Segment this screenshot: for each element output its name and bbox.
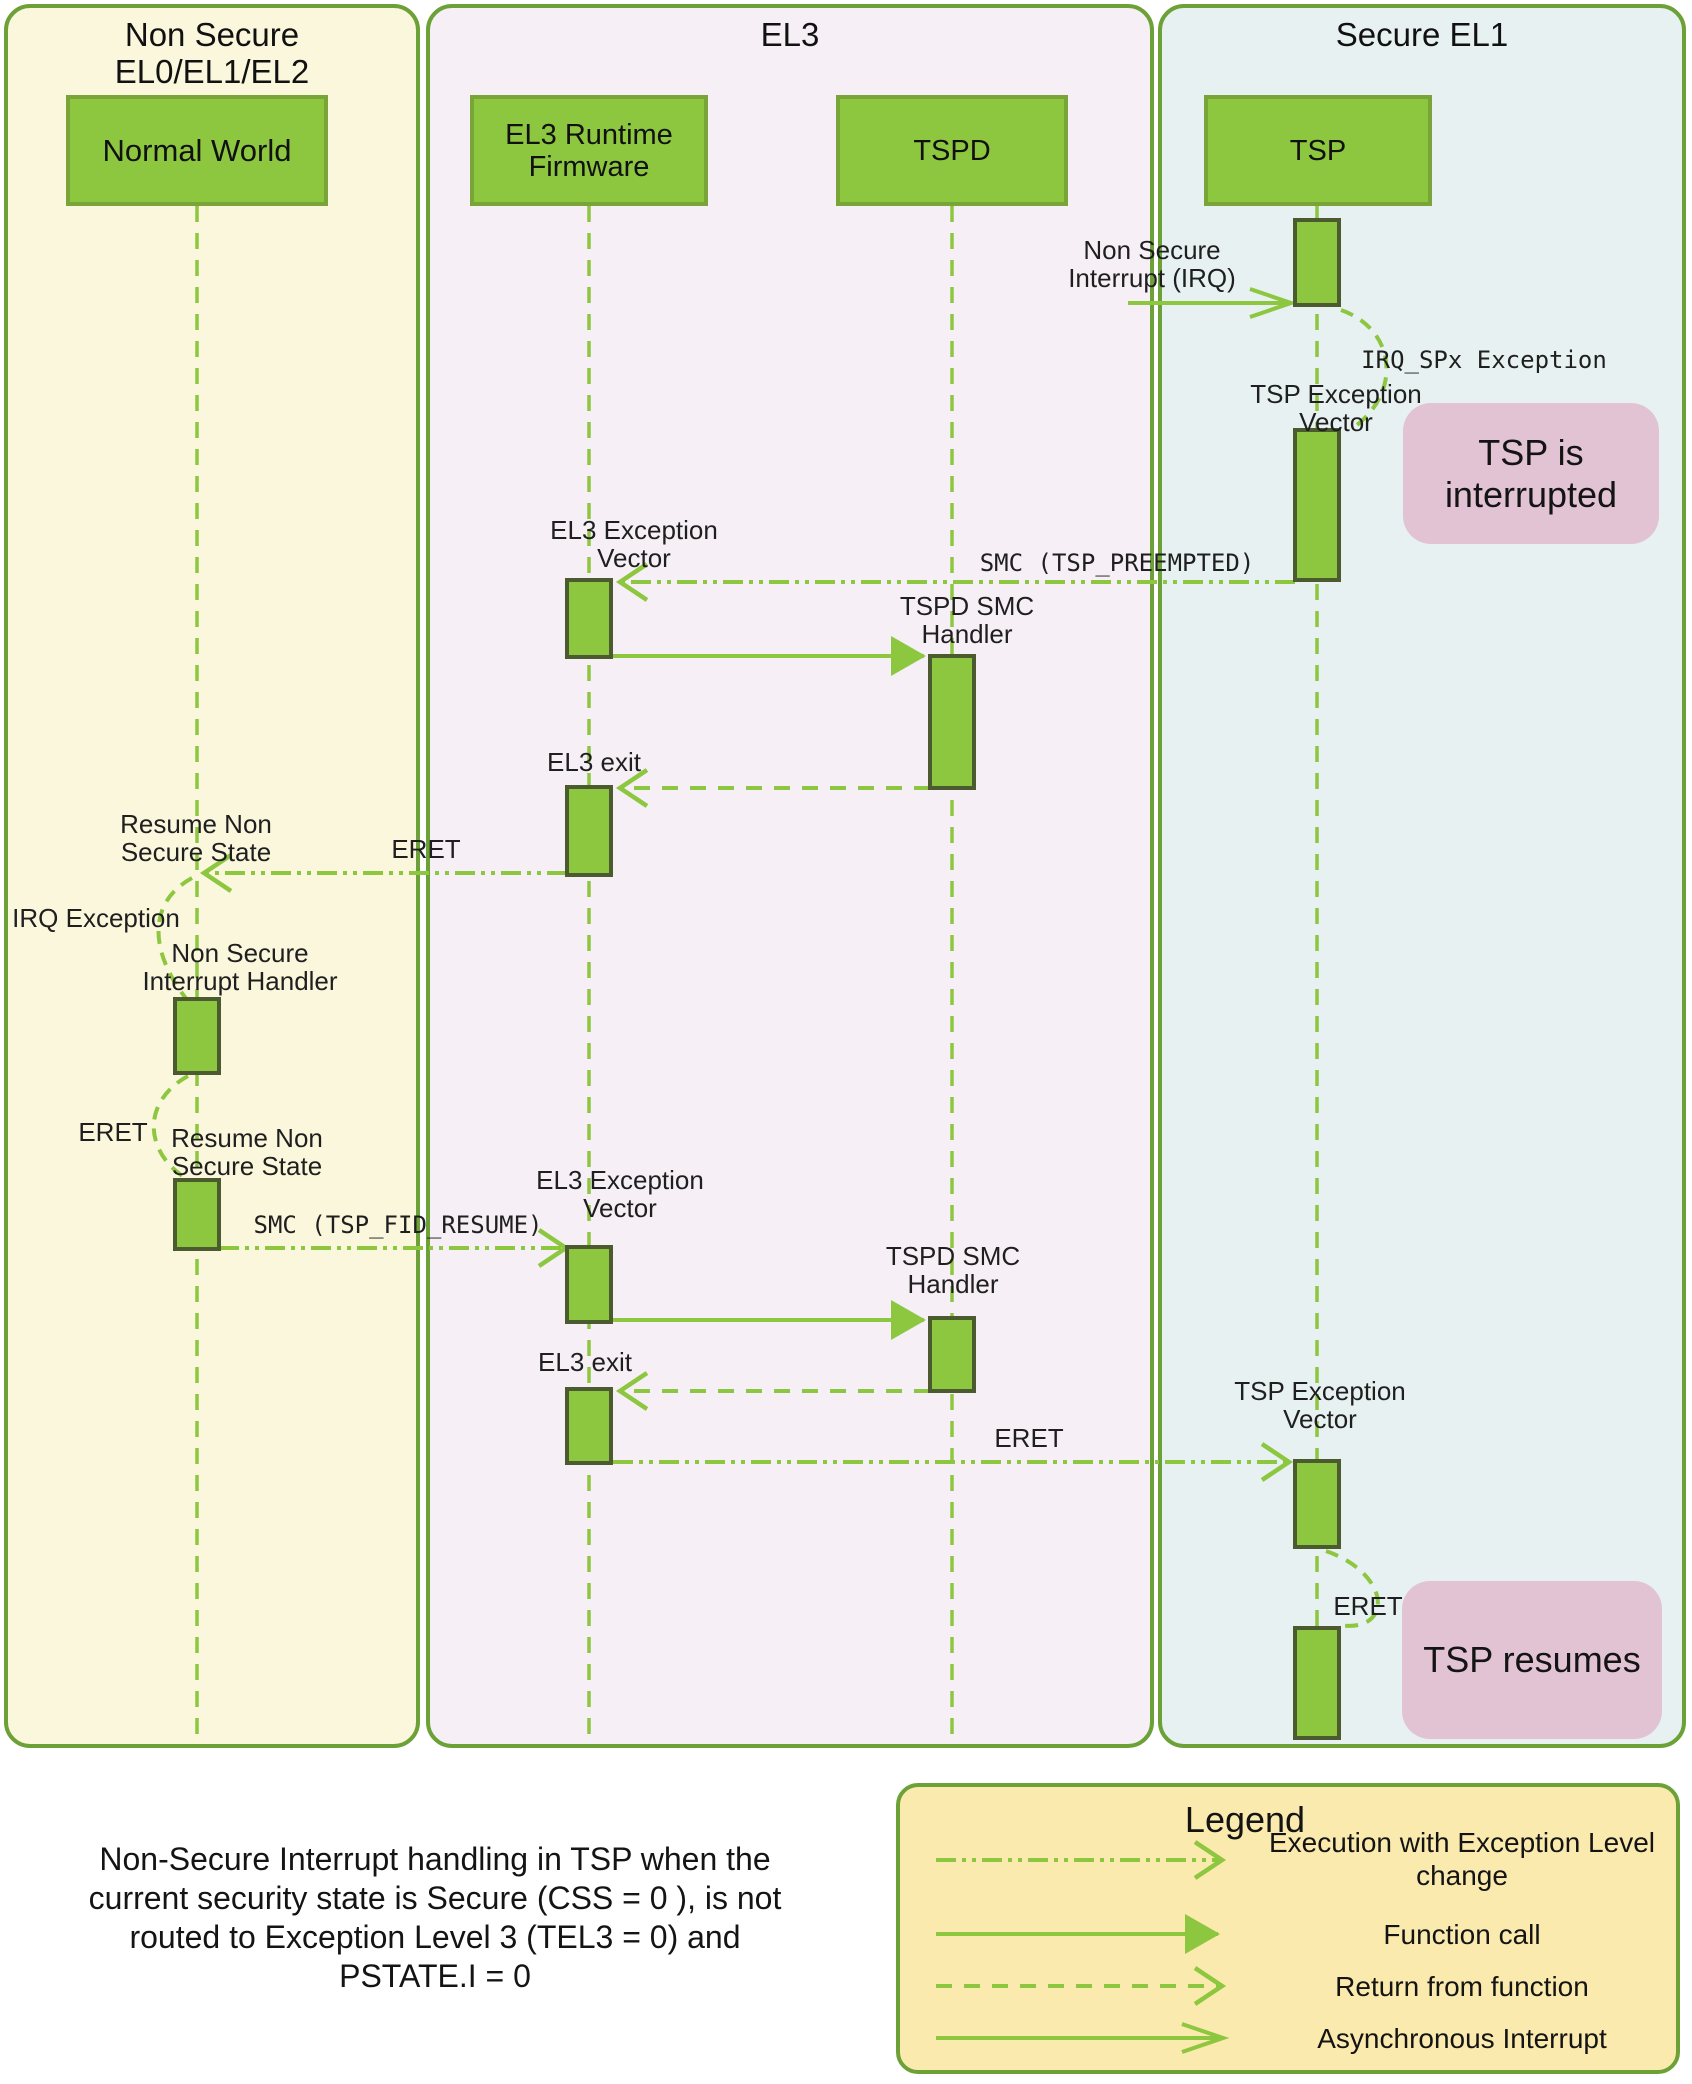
legend-label-function-call: Function call	[1383, 1919, 1541, 1950]
label-el3-exit-1: EL3 exit	[547, 747, 641, 777]
note-tsp-is-interrupted: TSP is interrupted	[1403, 403, 1659, 544]
activation-el3-exit-2	[565, 1387, 613, 1465]
loop-eret-tsp-resume	[1325, 1549, 1380, 1628]
legend: Legend Execution with Exception Level ch…	[896, 1783, 1680, 2074]
label-tsp-exception-vector-1: TSP Exception Vector	[1250, 379, 1422, 437]
legend-label-return-from-function: Return from function	[1335, 1971, 1589, 2002]
label-tspd-smc-handler-2: TSPD SMC Handler	[885, 1241, 1021, 1299]
legend-label-asynchronous-interrupt: Asynchronous Interrupt	[1317, 2023, 1607, 2054]
activation-el3-exception-vector-1	[565, 578, 613, 659]
legend-title: Legend	[1184, 1799, 1306, 1840]
activation-el3-exception-vector-2	[565, 1245, 613, 1324]
label-resume-non-secure-state-2: Resume Non Secure State	[171, 1123, 323, 1181]
note-tsp-resumes: TSP resumes	[1402, 1581, 1662, 1739]
label-el3-exception-vector-2: EL3 Exception Vector	[536, 1165, 704, 1223]
label-eret-2: ERET	[78, 1117, 148, 1147]
label-tspd-smc-handler-1: TSPD SMC Handler	[899, 591, 1035, 649]
legend-label-execution-exception-level-change: Execution with Exception Level change	[1269, 1827, 1655, 1891]
label-tsp-exception-vector-2: TSP Exception Vector	[1234, 1376, 1406, 1434]
activation-tspd-smc-handler-1	[928, 654, 976, 790]
activation-tsp-exception-vector-2	[1293, 1459, 1341, 1549]
lane-el3: EL3	[426, 4, 1154, 1748]
activation-el3-exit-1	[565, 785, 613, 877]
label-irq-exception: IRQ Exception	[12, 903, 180, 933]
activation-tsp-1	[1293, 218, 1341, 307]
legend-arrow-asynchronous-interrupt	[936, 2016, 1260, 2060]
lane-title-el3: EL3	[760, 16, 820, 53]
activation-ns-interrupt-handler	[173, 997, 221, 1075]
label-eret-1: ERET	[391, 834, 461, 864]
legend-arrow-function-call	[936, 1914, 1220, 1954]
diagram-caption: Non-Secure Interrupt handling in TSP whe…	[88, 1841, 782, 1994]
label-non-secure-interrupt-irq: Non Secure Interrupt (IRQ)	[1068, 235, 1236, 293]
label-resume-non-secure-state-1: Resume Non Secure State	[120, 809, 272, 867]
lane-title-secure-el1: Secure EL1	[1335, 16, 1509, 53]
actor-tsp: TSP	[1204, 95, 1432, 206]
label-el3-exit-2: EL3 exit	[538, 1347, 632, 1377]
actor-normal-world: Normal World	[66, 95, 328, 206]
label-smc-tsp-fid-resume: SMC (TSP_FID_RESUME)	[253, 1211, 543, 1239]
actor-tspd: TSPD	[836, 95, 1068, 206]
activation-resume-ns-state	[173, 1178, 221, 1251]
label-eret-4: ERET	[1333, 1591, 1403, 1621]
label-non-secure-interrupt-handler: Non Secure Interrupt Handler	[142, 938, 338, 996]
loop-irq-spx-exception	[1340, 308, 1389, 432]
legend-arrow-return-from-function	[936, 1966, 1227, 2006]
loop-eret-normal-world	[151, 1074, 192, 1183]
legend-arrow-execution-exception-level-change	[936, 1840, 1227, 1880]
activation-tspd-smc-handler-2	[928, 1316, 976, 1393]
lane-title-non-secure: Non Secure EL0/EL1/EL2	[114, 16, 310, 90]
label-el3-exception-vector-1: EL3 Exception Vector	[550, 515, 718, 573]
label-eret-3: ERET	[994, 1423, 1064, 1453]
lane-secure-el1: Secure EL1	[1158, 4, 1686, 1748]
activation-tsp-resumed	[1293, 1626, 1341, 1740]
loop-irq-exception	[156, 876, 193, 1003]
label-irq-spx-exception: IRQ_SPx Exception	[1361, 346, 1607, 374]
label-smc-tsp-preempted: SMC (TSP_PREEMPTED)	[979, 549, 1255, 577]
activation-tsp-exception-vector-1	[1293, 428, 1341, 582]
actor-el3-runtime-firmware: EL3 Runtime Firmware	[470, 95, 708, 206]
